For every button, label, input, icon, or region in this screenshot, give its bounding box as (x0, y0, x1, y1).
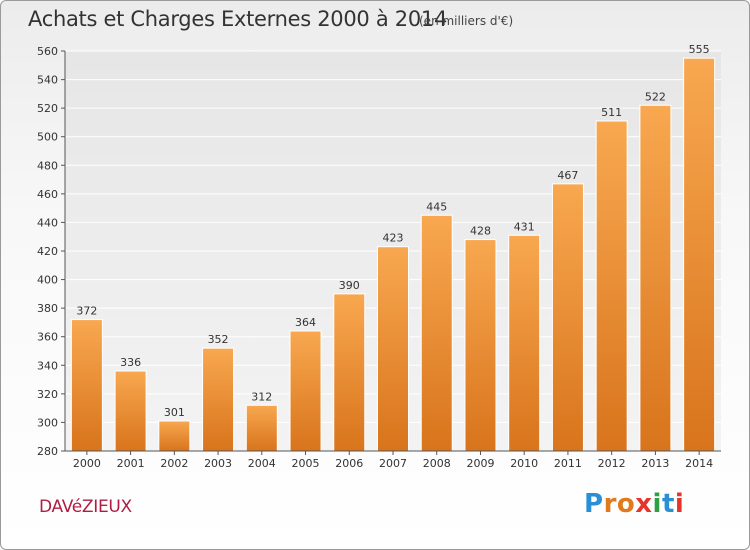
commune-name: DAVéZIEUX (39, 497, 132, 517)
bar[interactable] (333, 293, 366, 452)
bar[interactable] (377, 246, 409, 452)
x-tick-label: 2000 (73, 457, 101, 470)
x-tick-label: 2004 (248, 457, 276, 470)
bar-value-label: 312 (251, 390, 272, 403)
y-tick-label: 540 (37, 74, 58, 87)
bar-value-label: 428 (470, 225, 491, 238)
x-tick-label: 2011 (554, 457, 582, 470)
y-tick-label: 480 (37, 159, 58, 172)
x-tick-label: 2001 (117, 457, 145, 470)
bar-value-label: 445 (426, 200, 447, 213)
y-tick-label: 300 (37, 416, 58, 429)
y-tick-label: 360 (37, 331, 58, 344)
x-tick-label: 2006 (335, 457, 363, 470)
x-tick-label: 2008 (423, 457, 451, 470)
x-tick-label: 2010 (510, 457, 538, 470)
x-tick-label: 2002 (160, 457, 188, 470)
y-tick-label: 400 (37, 274, 58, 287)
bar[interactable] (158, 420, 191, 452)
bar[interactable] (508, 234, 541, 452)
logo-letter: o (616, 489, 636, 519)
bar-value-label: 423 (383, 232, 404, 245)
logo-letter: i (652, 489, 662, 519)
y-tick-label: 420 (37, 245, 58, 258)
bar-value-label: 522 (645, 90, 666, 103)
y-tick-label: 280 (37, 445, 58, 458)
proxiti-logo[interactable]: Proxiti (584, 489, 684, 519)
bar-value-label: 431 (514, 220, 535, 233)
bar-value-label: 467 (557, 169, 578, 182)
bar[interactable] (551, 183, 584, 452)
y-tick-label: 440 (37, 216, 58, 229)
bar-value-label: 372 (76, 305, 97, 318)
x-tick-label: 2013 (641, 457, 669, 470)
y-tick-label: 320 (37, 388, 58, 401)
bar[interactable] (245, 404, 278, 452)
bar-value-label: 352 (208, 333, 229, 346)
bar[interactable] (289, 330, 322, 452)
x-tick-label: 2005 (292, 457, 320, 470)
bar-value-label: 511 (601, 106, 622, 119)
x-tick-label: 2009 (466, 457, 494, 470)
chart-unit-note: (en milliers d'€) (419, 14, 514, 28)
logo-letter: i (674, 489, 685, 519)
bar-value-label: 336 (120, 356, 141, 369)
logo-letter: P (584, 489, 604, 519)
x-tick-label: 2014 (685, 457, 713, 470)
chart-title: Achats et Charges Externes 2000 à 2014 (28, 7, 448, 31)
logo-letter: x (635, 489, 653, 519)
y-tick-label: 460 (37, 188, 58, 201)
bar[interactable] (70, 319, 103, 452)
bar-value-label: 364 (295, 316, 316, 329)
bar[interactable] (420, 214, 453, 452)
logo-letter: t (661, 489, 675, 519)
bar[interactable] (114, 370, 147, 452)
x-tick-label: 2012 (598, 457, 626, 470)
x-tick-label: 2007 (379, 457, 407, 470)
bar-value-label: 555 (689, 43, 710, 56)
bar-value-label: 390 (339, 279, 360, 292)
y-tick-label: 500 (37, 131, 58, 144)
bar[interactable] (683, 57, 716, 452)
y-tick-label: 560 (37, 45, 58, 58)
bar[interactable] (639, 104, 672, 452)
y-tick-label: 520 (37, 102, 58, 115)
bar[interactable] (464, 239, 497, 452)
x-tick-label: 2003 (204, 457, 232, 470)
bar[interactable] (595, 120, 628, 452)
y-tick-label: 340 (37, 359, 58, 372)
bar[interactable] (202, 347, 235, 452)
logo-letter: r (603, 489, 617, 519)
bar-value-label: 301 (164, 406, 185, 419)
y-tick-label: 380 (37, 302, 58, 315)
